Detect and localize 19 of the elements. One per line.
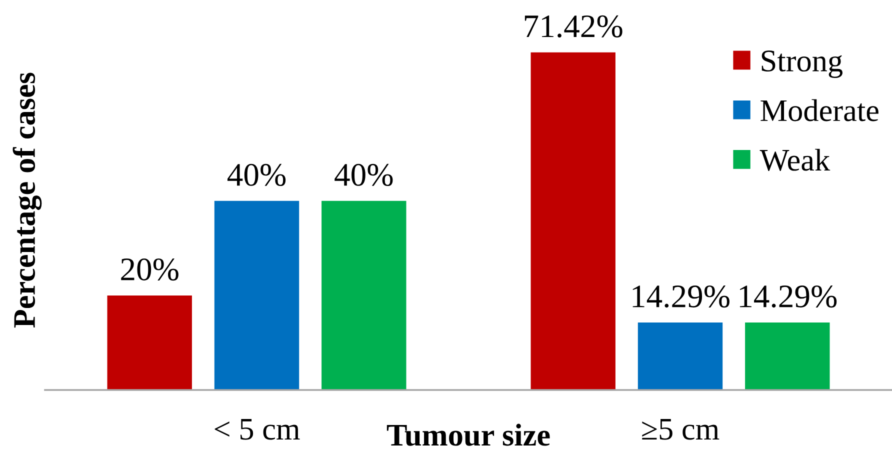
x-tick-label: ≥5 cm [642, 419, 720, 440]
legend-label: Moderate [760, 99, 878, 122]
bar [745, 322, 830, 390]
bar [322, 200, 406, 390]
data-label: 14.29% [632, 285, 730, 308]
bar [214, 200, 300, 390]
bar [530, 52, 616, 390]
x-axis-title: Tumour size [386, 424, 550, 446]
data-label: 14.29% [740, 285, 837, 308]
legend-label: Strong [762, 50, 843, 78]
x-tick-label: < 5 cm [214, 419, 300, 440]
data-label: 20% [121, 258, 178, 281]
bar [107, 295, 192, 390]
bar [638, 322, 723, 390]
data-label: 40% [227, 164, 286, 186]
data-label: 71.42% [524, 15, 622, 38]
legend-label: Weak [760, 148, 830, 171]
y-axis-title: Percentage of cases [12, 72, 42, 328]
data-label: 40% [334, 164, 393, 186]
